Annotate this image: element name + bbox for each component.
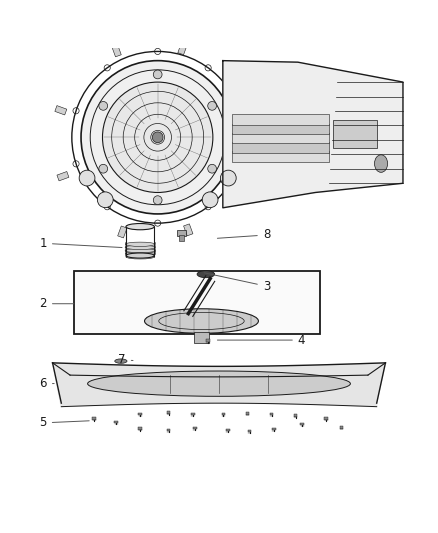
Polygon shape xyxy=(53,363,385,407)
Bar xyxy=(138,413,142,415)
Bar xyxy=(184,224,193,236)
Bar xyxy=(178,43,187,55)
Bar xyxy=(193,427,197,430)
Circle shape xyxy=(152,132,163,143)
Ellipse shape xyxy=(125,252,155,256)
Bar xyxy=(325,417,328,420)
Ellipse shape xyxy=(115,359,127,364)
Bar xyxy=(167,429,170,431)
Ellipse shape xyxy=(125,248,155,253)
Circle shape xyxy=(97,192,113,208)
Bar xyxy=(206,340,210,342)
Ellipse shape xyxy=(126,223,154,230)
Circle shape xyxy=(202,192,218,208)
Ellipse shape xyxy=(126,255,154,259)
Bar xyxy=(114,421,118,423)
Bar xyxy=(248,430,251,432)
Bar xyxy=(191,413,194,415)
Bar xyxy=(179,236,184,241)
Ellipse shape xyxy=(145,309,258,333)
Bar xyxy=(232,115,328,125)
Bar xyxy=(222,413,225,415)
Ellipse shape xyxy=(374,155,388,172)
Bar xyxy=(340,426,343,429)
Bar xyxy=(270,413,273,415)
Bar xyxy=(194,332,209,343)
Circle shape xyxy=(208,164,216,173)
Polygon shape xyxy=(223,61,403,208)
Bar xyxy=(236,100,248,109)
Circle shape xyxy=(102,82,213,192)
Text: 2: 2 xyxy=(39,297,74,310)
Bar xyxy=(272,428,276,430)
Ellipse shape xyxy=(88,371,350,397)
Bar xyxy=(112,45,121,57)
Bar xyxy=(232,142,328,152)
Bar xyxy=(300,423,304,425)
Bar xyxy=(232,124,328,134)
Circle shape xyxy=(79,170,95,186)
Text: 1: 1 xyxy=(39,237,122,250)
Bar xyxy=(294,414,297,417)
Ellipse shape xyxy=(125,245,155,249)
Bar xyxy=(226,429,230,431)
Bar xyxy=(246,412,249,415)
Text: 8: 8 xyxy=(217,229,270,241)
Text: 3: 3 xyxy=(204,273,270,293)
Bar xyxy=(118,226,127,238)
Bar xyxy=(232,133,328,143)
Text: 5: 5 xyxy=(39,416,89,430)
Circle shape xyxy=(208,101,216,110)
Circle shape xyxy=(153,196,162,205)
Bar xyxy=(177,230,186,236)
Bar xyxy=(238,166,250,175)
Circle shape xyxy=(220,170,236,186)
Bar xyxy=(55,106,67,115)
Text: 6: 6 xyxy=(39,377,54,390)
Circle shape xyxy=(81,61,234,214)
Text: 4: 4 xyxy=(217,334,305,346)
Bar xyxy=(333,120,377,148)
Bar xyxy=(57,172,69,181)
Ellipse shape xyxy=(197,271,215,278)
Bar xyxy=(232,151,328,161)
Text: 7: 7 xyxy=(118,353,133,366)
Circle shape xyxy=(153,70,162,79)
Bar xyxy=(167,411,170,414)
Bar xyxy=(92,417,96,420)
Ellipse shape xyxy=(125,242,155,246)
Ellipse shape xyxy=(126,253,154,258)
Circle shape xyxy=(99,164,108,173)
Circle shape xyxy=(99,101,108,110)
Bar xyxy=(74,271,320,334)
Bar xyxy=(138,427,142,430)
